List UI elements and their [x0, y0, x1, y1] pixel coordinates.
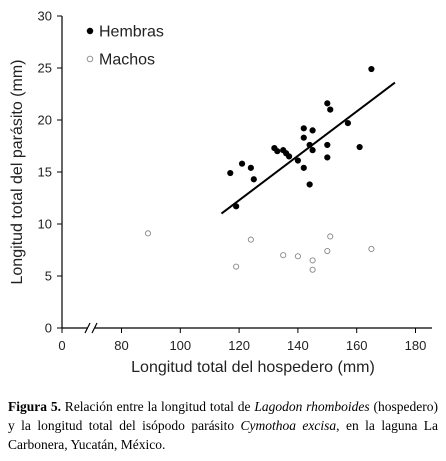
caption-species-parasite: Cymothoa excisa — [240, 418, 337, 433]
y-tick-label: 0 — [45, 321, 52, 336]
figure-caption: Figura 5. Relación entre la longitud tot… — [8, 397, 438, 454]
data-point-hembras — [250, 176, 257, 183]
data-point-machos — [324, 247, 331, 255]
data-point-hembras — [356, 143, 363, 151]
data-point-hembras — [324, 154, 331, 161]
y-tick-label: 25 — [38, 61, 52, 76]
y-tick-label: 15 — [38, 165, 52, 180]
data-point-hembras — [300, 134, 307, 141]
regression-line — [220, 81, 396, 215]
data-point-hembras — [274, 148, 281, 155]
data-points — [144, 65, 375, 273]
data-point-machos — [327, 233, 334, 240]
data-point-hembras — [285, 153, 293, 160]
trendline-group — [220, 81, 396, 215]
axis-break-mark — [84, 322, 91, 334]
x-tick-label: 180 — [405, 338, 427, 353]
data-point-machos — [309, 266, 316, 273]
data-point-hembras — [309, 127, 316, 134]
data-point-machos — [294, 253, 301, 260]
data-point-machos — [368, 245, 375, 253]
x-axis-title: Longitud total del hospedero (mm) — [131, 359, 375, 376]
data-point-hembras — [300, 125, 307, 132]
data-point-hembras — [306, 181, 313, 188]
legend-marker-machos — [86, 55, 94, 63]
data-point-machos — [280, 252, 287, 259]
caption-label: Figura 5. — [8, 399, 61, 414]
data-point-hembras — [324, 100, 331, 107]
data-point-hembras — [300, 164, 307, 171]
x-tick-label: 140 — [287, 338, 309, 353]
caption-text-3: , en la laguna La Carbonera, Yucatán, Mé… — [8, 418, 438, 452]
y-tick-label: 30 — [38, 9, 52, 24]
y-tick-label: 20 — [38, 113, 52, 128]
scatter-chart: 0 5 10 15 20 25 30 0 80 100 120 140 160 180 Hembras Ma… — [9, 9, 432, 376]
legend-label-machos: Machos — [99, 52, 155, 69]
data-point-hembras — [306, 141, 313, 149]
caption-species-host: Lagodon rhomboides — [254, 399, 370, 414]
x-tick-label: 120 — [228, 338, 250, 353]
data-point-hembras — [324, 141, 331, 149]
x-tick-label: 160 — [346, 338, 368, 353]
data-point-hembras — [368, 65, 375, 73]
x-tick-label: 100 — [169, 338, 191, 353]
data-point-hembras — [247, 164, 254, 171]
caption-text-2: (hospedero) y la longitud total del isóp… — [8, 399, 438, 433]
data-point-machos — [247, 236, 254, 243]
x-tick-label: 0 — [58, 338, 65, 353]
axis-break-mark — [91, 322, 98, 334]
legend: Hembras Machos — [86, 24, 164, 69]
data-point-hembras — [327, 106, 334, 113]
data-point-machos — [233, 263, 240, 270]
data-point-machos — [144, 230, 152, 237]
data-point-hembras — [238, 160, 246, 167]
y-tick-label: 5 — [45, 269, 52, 284]
axis-ticks: 0 5 10 15 20 25 30 0 80 100 120 140 160 180 — [38, 9, 427, 354]
data-point-hembras — [233, 203, 240, 210]
data-point-hembras — [309, 147, 316, 154]
legend-marker-hembras — [86, 27, 94, 35]
data-point-machos — [309, 257, 316, 264]
data-point-hembras — [227, 169, 234, 177]
x-tick-label: 80 — [114, 338, 128, 353]
data-point-hembras — [344, 120, 351, 127]
y-axis-title: Longitud total del parásito (mm) — [9, 60, 26, 285]
y-tick-label: 10 — [38, 217, 52, 232]
caption-text-1: Relación entre la longitud total de — [60, 399, 255, 414]
legend-label-hembras: Hembras — [99, 24, 164, 41]
data-point-hembras — [294, 157, 302, 164]
